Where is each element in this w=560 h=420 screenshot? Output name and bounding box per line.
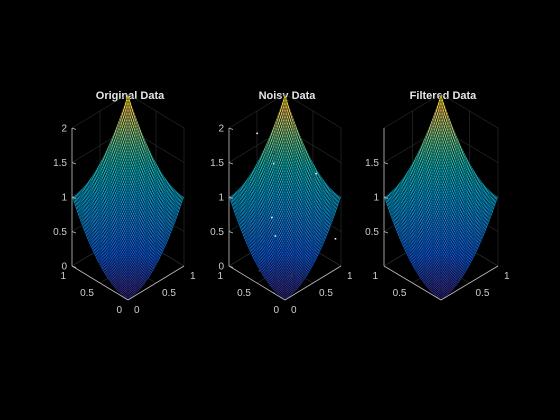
z-tick-mark — [71, 162, 77, 165]
z-tick-mark — [71, 231, 77, 234]
y-tick-label: 0.5 — [80, 288, 94, 299]
z-tick-label: 1 — [61, 193, 67, 204]
y-tick-label: 1 — [60, 271, 66, 282]
x-tick-label: 1 — [190, 271, 196, 282]
z-tick-label: 2 — [61, 124, 67, 135]
y-tick-label: 0 — [116, 305, 122, 316]
x-tick-label: 0 — [134, 305, 140, 316]
z-tick-label: 1.5 — [53, 158, 67, 169]
x-tick-label: 0.5 — [162, 288, 176, 299]
subplot-title: Original Data — [96, 90, 165, 102]
z-tick-label: 0.5 — [53, 227, 67, 238]
z-tick-mark — [71, 127, 77, 130]
